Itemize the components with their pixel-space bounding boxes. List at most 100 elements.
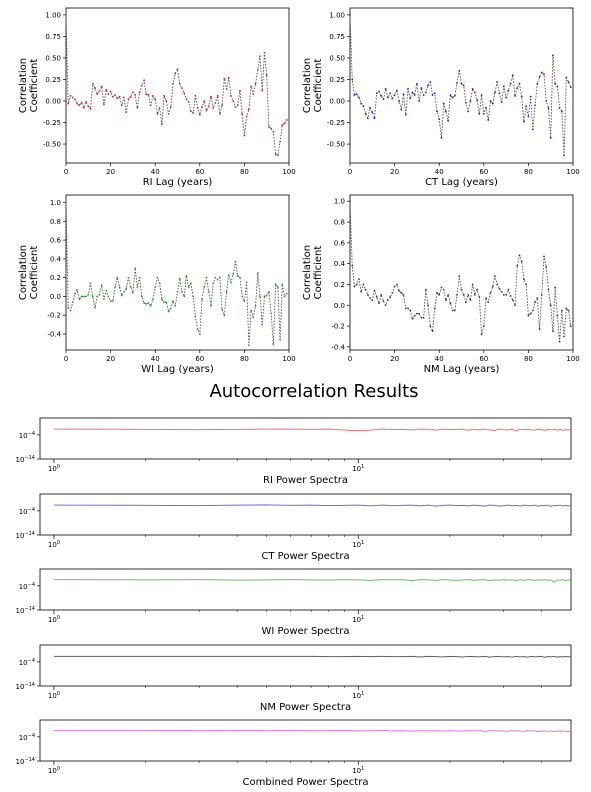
ac0-data-point: [156, 113, 159, 115]
ac0-data-point: [163, 94, 166, 97]
ac0-data-point: [203, 100, 206, 102]
ac1-data-point: [411, 91, 414, 94]
ac3-data-point: [458, 275, 461, 278]
ps1-ytick-label: 10−4: [19, 507, 35, 516]
ac3-data-point: [560, 309, 563, 312]
ac1-data-point: [467, 110, 470, 113]
ac3-data-point: [496, 283, 499, 286]
ac2-data-point: [252, 316, 255, 319]
ac0-ytick-label: 0.75: [45, 33, 61, 41]
ac1-data-point: [400, 108, 403, 111]
ac2-data-point: [85, 295, 87, 298]
ac0-ytick-label: 0.50: [45, 54, 61, 62]
ac2-data-point: [74, 292, 76, 295]
ac0-data-point: [261, 89, 264, 92]
ac0-xtick-label: 60: [195, 168, 204, 176]
ac3-series-line: [349, 201, 572, 342]
ac2-data-point: [105, 289, 108, 292]
ps4-plot-frame: [39, 719, 572, 762]
ac1-data-point: [536, 82, 539, 85]
ac0-data-point: [181, 87, 183, 89]
ac2-data-point: [227, 273, 230, 276]
ac2-data-point: [69, 309, 72, 312]
ps0-plot-frame: [39, 417, 572, 460]
ac3-data-point: [393, 285, 396, 288]
ac0-data-point: [230, 94, 232, 97]
ac0-data-point: [91, 82, 94, 85]
ps0-x-axis-label: RI Power Spectra: [263, 475, 348, 486]
ac0-data-point: [189, 110, 192, 113]
ac1-data-point: [552, 54, 554, 57]
ac3-data-point: [380, 293, 383, 296]
ac2-y-axis-label-line2: Coefficient: [29, 246, 40, 300]
ac1-data-point: [355, 93, 358, 96]
ac3-x-axis-label: NM Lag (years): [424, 364, 500, 375]
ac1-data-point: [362, 105, 365, 108]
ac3-data-point: [469, 299, 472, 301]
ac3-data-point: [482, 325, 485, 327]
ac0-data-point: [212, 106, 215, 109]
ac2-data-point: [76, 288, 79, 291]
ps4-ytick-label: 10−14: [16, 757, 35, 766]
ac3-data-point: [391, 291, 394, 294]
ac0-data-point: [167, 113, 170, 115]
ac0-data-point: [145, 93, 148, 96]
ac0-data-point: [183, 92, 186, 95]
ac1-data-point: [540, 71, 543, 74]
ac0-data-point: [285, 119, 288, 121]
ac0-data-point: [245, 115, 248, 118]
ac3-data-point: [518, 254, 521, 257]
ac2-data-point: [225, 290, 228, 293]
ac2-data-point: [174, 304, 177, 307]
ac1-data-point: [456, 82, 458, 84]
ac2-xtick-label: 20: [106, 355, 115, 363]
ac2-data-point: [149, 304, 152, 307]
ac0-data-point: [174, 72, 177, 75]
ac1-data-point: [422, 94, 425, 96]
ac2-data-point: [201, 298, 203, 301]
ac3-ytick-label: 1.0: [334, 198, 345, 206]
ac0-data-point: [69, 94, 72, 97]
ac1-data-point: [371, 111, 374, 114]
ac2-data-point: [207, 290, 210, 293]
ac2-data-point: [87, 293, 90, 296]
ac0-data-point: [169, 106, 172, 108]
ac3-ytick-label: 0.2: [334, 281, 345, 289]
ac0-plot-frame: [65, 7, 290, 164]
ac0-data-point: [192, 112, 195, 114]
ac2-data-point: [111, 300, 114, 303]
ac0-xtick-label: 0: [64, 168, 68, 176]
ac2-data-point: [138, 276, 141, 279]
ac2-data-point: [261, 323, 264, 326]
ac2-data-point: [94, 306, 96, 309]
ac3-data-point: [440, 286, 443, 289]
ac3-data-point: [418, 312, 421, 315]
ac3-data-point: [563, 335, 565, 338]
ac3-data-point: [554, 286, 557, 289]
ac2-data-point: [120, 294, 123, 297]
ps0-series-line: [53, 428, 572, 432]
ac1-data-point: [438, 118, 441, 120]
ac3-data-point: [438, 293, 441, 296]
ac1-data-point: [433, 92, 436, 95]
ac1-ytick-label: 0.25: [329, 76, 345, 84]
ac3-xtick-label: 20: [390, 355, 399, 363]
ps3-xtick-label: 100: [48, 691, 60, 700]
ac2-data-point: [167, 310, 170, 313]
ps1-ytick-label: 10−14: [16, 531, 35, 540]
ac0-data-point: [132, 91, 134, 94]
ac3-data-point: [478, 296, 481, 298]
ac2-data-point: [259, 295, 261, 298]
ac2-data-point: [247, 344, 250, 347]
ac3-data-point: [487, 301, 490, 304]
ac2-data-point: [192, 295, 195, 298]
ac2-data-point: [89, 282, 92, 285]
ac3-data-point: [491, 285, 494, 288]
ac0-data-point: [214, 101, 217, 104]
ac0-data-point: [274, 153, 277, 156]
ac2-data-point: [140, 295, 143, 298]
ac1-data-point: [453, 94, 456, 97]
ac2-data-point: [178, 277, 181, 280]
ac2-data-point: [145, 303, 148, 305]
ac2-x-axis-label: WI Lag (years): [141, 364, 214, 375]
